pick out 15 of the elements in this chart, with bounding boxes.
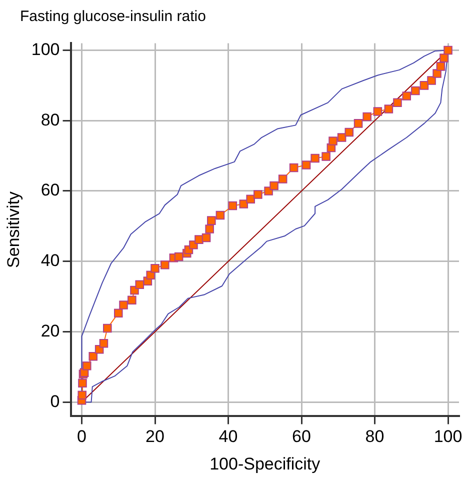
x-tick-label: 60 bbox=[292, 427, 311, 446]
x-tick-label: 40 bbox=[218, 427, 238, 446]
x-tick-label: 0 bbox=[77, 427, 86, 446]
x-axis-title: 100-Specificity bbox=[210, 454, 321, 474]
chart-title: Fasting glucose-insulin ratio bbox=[20, 8, 206, 25]
y-tick-label: 80 bbox=[40, 110, 60, 130]
x-tick-label: 20 bbox=[146, 427, 164, 446]
x-tick-label: 80 bbox=[365, 427, 384, 446]
y-axis-title: Sensitivity bbox=[4, 190, 23, 268]
x-tick-label: 100 bbox=[434, 427, 462, 446]
y-tick-label: 20 bbox=[40, 321, 60, 340]
y-tick-label: 0 bbox=[50, 392, 60, 411]
y-tick-label: 100 bbox=[31, 40, 60, 59]
y-tick-label: 40 bbox=[40, 251, 60, 270]
y-tick-label: 60 bbox=[40, 180, 60, 200]
